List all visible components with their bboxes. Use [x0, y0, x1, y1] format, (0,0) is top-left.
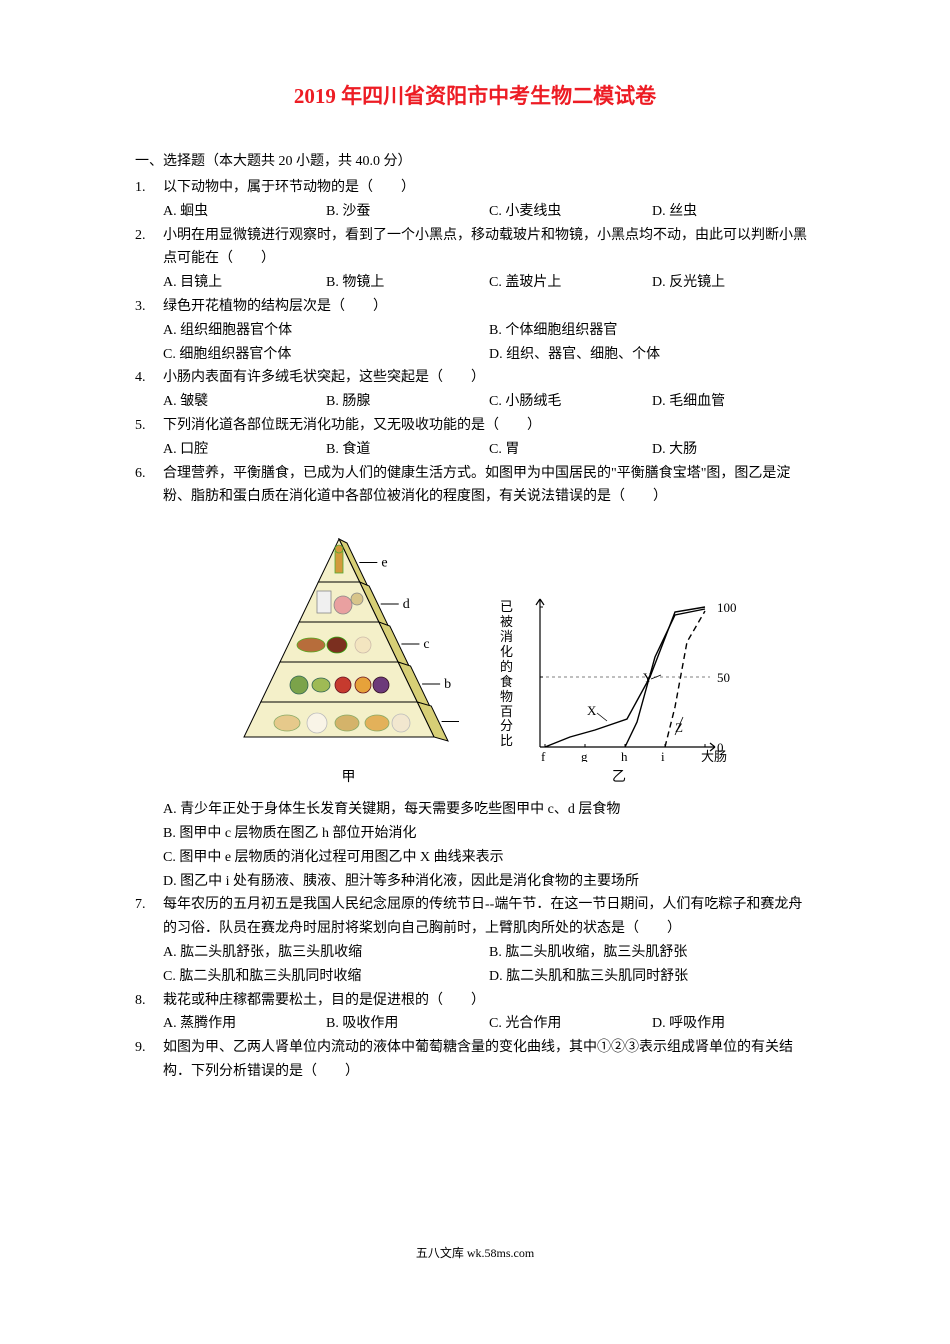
question-options: A. 青少年正处于身体生长发育关键期，每天需要多吃些图甲中 c、d 层食物B. … — [135, 798, 815, 893]
option: C. 光合作用 — [489, 1012, 652, 1036]
pyramid-figure: edcba 甲 — [239, 527, 459, 786]
option: C. 图甲中 e 层物质的消化过程可用图乙中 X 曲线来表示 — [163, 846, 815, 870]
question-number: 4. — [135, 366, 163, 390]
option: B. 肠腺 — [326, 390, 489, 414]
question-number: 2. — [135, 224, 163, 248]
option: A. 蒸腾作用 — [163, 1012, 326, 1036]
question-options: A. 肱二头肌舒张，肱三头肌收缩B. 肱二头肌收缩，肱三头肌舒张C. 肱二头肌和… — [135, 941, 815, 989]
option: D. 毛细血管 — [652, 390, 815, 414]
option: A. 皱襞 — [163, 390, 326, 414]
question-options: A. 皱襞B. 肠腺C. 小肠绒毛D. 毛细血管 — [135, 390, 815, 414]
svg-text:c: c — [423, 637, 429, 652]
svg-text:h: h — [621, 749, 628, 762]
question-number: 9. — [135, 1036, 163, 1060]
question-number: 7. — [135, 893, 163, 917]
option: B. 食道 — [326, 438, 489, 462]
option: B. 图甲中 c 层物质在图乙 h 部位开始消化 — [163, 822, 815, 846]
question-options: A. 口腔B. 食道C. 胃D. 大肠 — [135, 438, 815, 462]
option: D. 反光镜上 — [652, 271, 815, 295]
question: 5.下列消化道各部位既无消化功能，又无吸收功能的是（ ）A. 口腔B. 食道C.… — [135, 414, 815, 462]
svg-text:f: f — [541, 749, 546, 762]
question-options: A. 蒸腾作用B. 吸收作用C. 光合作用D. 呼吸作用 — [135, 1012, 815, 1036]
question-stem: 栽花或种庄稼都需要松土，目的是促进根的（ ） — [163, 989, 815, 1013]
question: 4.小肠内表面有许多绒毛状突起，这些突起是（ ）A. 皱襞B. 肠腺C. 小肠绒… — [135, 366, 815, 414]
question: 6.合理营养，平衡膳食，已成为人们的健康生活方式。如图甲为中国居民的"平衡膳食宝… — [135, 462, 815, 510]
question-number: 3. — [135, 295, 163, 319]
question-stem: 小明在用显微镜进行观察时，看到了一个小黑点，移动载玻片和物镜，小黑点均不动，由此… — [163, 224, 815, 272]
question-number: 8. — [135, 989, 163, 1013]
figures-row: edcba 甲 已被消化的食物百分比 050100fghi大肠XYZ 乙 — [135, 527, 815, 786]
chart-y-label: 已被消化的食物百分比 — [499, 600, 515, 749]
question-stem: 如图为甲、乙两人肾单位内流动的液体中葡萄糖含量的变化曲线，其中①②③表示组成肾单… — [163, 1036, 815, 1084]
svg-text:d: d — [402, 597, 409, 612]
question-options: A. 组织细胞器官个体B. 个体细胞组织器官C. 细胞组织器官个体D. 组织、器… — [135, 319, 815, 367]
svg-text:大肠: 大肠 — [701, 749, 727, 762]
option: C. 胃 — [489, 438, 652, 462]
questions-container: 1.以下动物中，属于环节动物的是（ ）A. 蛔虫B. 沙蚕C. 小麦线虫D. 丝… — [135, 176, 815, 509]
option: B. 吸收作用 — [326, 1012, 489, 1036]
option: D. 图乙中 i 处有肠液、胰液、胆汁等多种消化液，因此是消化食物的主要场所 — [163, 870, 815, 894]
option: D. 组织、器官、细胞、个体 — [489, 343, 815, 367]
question: 3.绿色开花植物的结构层次是（ ）A. 组织细胞器官个体B. 个体细胞组织器官C… — [135, 295, 815, 366]
digestion-chart-figure: 已被消化的食物百分比 050100fghi大肠XYZ 乙 — [499, 587, 740, 786]
question-stem: 绿色开花植物的结构层次是（ ） — [163, 295, 815, 319]
question: 9.如图为甲、乙两人肾单位内流动的液体中葡萄糖含量的变化曲线，其中①②③表示组成… — [135, 1036, 815, 1084]
exam-title: 2019 年四川省资阳市中考生物二模试卷 — [135, 80, 815, 110]
pyramid-caption: 甲 — [239, 766, 459, 786]
option: B. 个体细胞组织器官 — [489, 319, 815, 343]
question-stem: 下列消化道各部位既无消化功能，又无吸收功能的是（ ） — [163, 414, 815, 438]
svg-text:b: b — [444, 677, 451, 692]
question-number: 1. — [135, 176, 163, 200]
option: B. 肱二头肌收缩，肱三头肌舒张 — [489, 941, 815, 965]
option: B. 物镜上 — [326, 271, 489, 295]
svg-text:i: i — [661, 749, 665, 762]
option: D. 呼吸作用 — [652, 1012, 815, 1036]
questions-container-bottom: A. 青少年正处于身体生长发育关键期，每天需要多吃些图甲中 c、d 层食物B. … — [135, 798, 815, 1084]
question-stem: 小肠内表面有许多绒毛状突起，这些突起是（ ） — [163, 366, 815, 390]
option: A. 肱二头肌舒张，肱三头肌收缩 — [163, 941, 489, 965]
svg-text:X: X — [587, 703, 597, 718]
svg-text:g: g — [581, 749, 588, 762]
section-header: 一、选择题（本大题共 20 小题，共 40.0 分） — [135, 150, 815, 170]
option: C. 小麦线虫 — [489, 200, 652, 224]
question-number: 5. — [135, 414, 163, 438]
question-options: A. 蛔虫B. 沙蚕C. 小麦线虫D. 丝虫 — [135, 200, 815, 224]
svg-text:100: 100 — [717, 600, 737, 615]
question-options: A. 目镜上B. 物镜上C. 盖玻片上D. 反光镜上 — [135, 271, 815, 295]
option: C. 小肠绒毛 — [489, 390, 652, 414]
page-footer: 五八文库 wk.58ms.com — [135, 1244, 815, 1261]
question: 7.每年农历的五月初五是我国人民纪念屈原的传统节日--端午节．在这一节日期间，人… — [135, 893, 815, 988]
option: D. 大肠 — [652, 438, 815, 462]
question: 8.栽花或种庄稼都需要松土，目的是促进根的（ ）A. 蒸腾作用B. 吸收作用C.… — [135, 989, 815, 1037]
option: C. 细胞组织器官个体 — [163, 343, 489, 367]
question-stem: 每年农历的五月初五是我国人民纪念屈原的传统节日--端午节．在这一节日期间，人们有… — [163, 893, 815, 941]
question: 1.以下动物中，属于环节动物的是（ ）A. 蛔虫B. 沙蚕C. 小麦线虫D. 丝… — [135, 176, 815, 224]
option: A. 组织细胞器官个体 — [163, 319, 489, 343]
option: A. 蛔虫 — [163, 200, 326, 224]
chart-caption: 乙 — [499, 766, 740, 786]
question: 2.小明在用显微镜进行观察时，看到了一个小黑点，移动载玻片和物镜，小黑点均不动，… — [135, 224, 815, 295]
question-number: 6. — [135, 462, 163, 486]
question-stem: 合理营养，平衡膳食，已成为人们的健康生活方式。如图甲为中国居民的"平衡膳食宝塔"… — [163, 462, 815, 510]
option: D. 丝虫 — [652, 200, 815, 224]
pyramid-svg: edcba — [239, 527, 459, 757]
option: A. 青少年正处于身体生长发育关键期，每天需要多吃些图甲中 c、d 层食物 — [163, 798, 815, 822]
svg-text:Y: Y — [643, 670, 653, 685]
question-stem: 以下动物中，属于环节动物的是（ ） — [163, 176, 815, 200]
svg-text:e: e — [381, 556, 387, 571]
option: C. 盖玻片上 — [489, 271, 652, 295]
option: A. 目镜上 — [163, 271, 326, 295]
chart-svg: 050100fghi大肠XYZ — [515, 587, 740, 762]
exam-page: 2019 年四川省资阳市中考生物二模试卷 一、选择题（本大题共 20 小题，共 … — [0, 0, 950, 1301]
option: B. 沙蚕 — [326, 200, 489, 224]
option: C. 肱二头肌和肱三头肌同时收缩 — [163, 965, 489, 989]
option: D. 肱二头肌和肱三头肌同时舒张 — [489, 965, 815, 989]
svg-text:50: 50 — [717, 670, 730, 685]
option: A. 口腔 — [163, 438, 326, 462]
